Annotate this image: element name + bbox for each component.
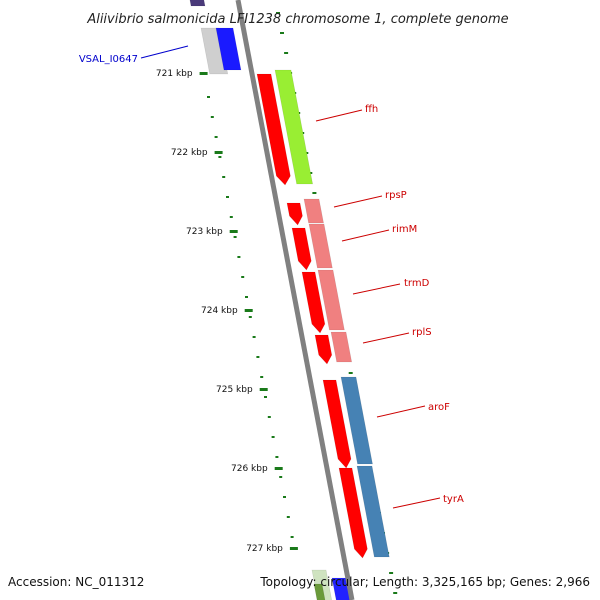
scale-tick (214, 151, 223, 154)
rimM-feature (308, 223, 333, 269)
inner-ring-dot (290, 536, 294, 538)
trmD-cds (301, 271, 326, 334)
inner-ring-dot (218, 156, 222, 158)
ffh-feature (274, 69, 314, 185)
gene-label-tyra[interactable]: tyrA (443, 494, 464, 505)
bottom-partial-cds-green (313, 583, 326, 600)
gene-label-leader (392, 497, 441, 509)
gene-label-leader (341, 229, 390, 242)
scale-tick-label: 726 kbp (231, 464, 268, 474)
scale-tick (259, 388, 268, 391)
map-title: Aliivibrio salmonicida LFI1238 chromosom… (86, 12, 508, 27)
inner-ring-dot (283, 496, 286, 498)
rplS-cds (314, 334, 333, 365)
gene-label-leader (315, 109, 363, 122)
scale-tick-label: 724 kbp (201, 306, 238, 316)
tyrA-cds (338, 467, 368, 559)
scale-tick (229, 230, 238, 233)
gene-label-leader (362, 332, 410, 344)
gene-label-trmd[interactable]: trmD (404, 278, 430, 289)
gene-label-rimm[interactable]: rimM (392, 224, 417, 235)
inner-ring-dot (252, 336, 256, 338)
rpsP-feature (303, 198, 324, 224)
inner-ring-dot (241, 276, 245, 278)
top-partial-cds (189, 0, 206, 7)
inner-ring-dot (248, 316, 252, 318)
inner-ring-dot (264, 396, 267, 398)
gene-label-leader (333, 195, 383, 208)
scale-ticks: 721 kbp 722 kbp 723 kbp 724 kbp 725 kbp 726 k… (156, 69, 298, 554)
tyrA-feature (356, 465, 390, 558)
genome-summary-text: Topology: circular; Length: 3,325,165 bp… (259, 575, 590, 589)
inner-ring-dot (207, 96, 210, 98)
sequence-backbone (235, 0, 355, 600)
inner-ring-dot (245, 296, 248, 298)
scale-tick (274, 467, 283, 470)
scale-tick (199, 72, 208, 75)
inner-ring-dot (286, 516, 290, 518)
inner-ring-dot (271, 436, 275, 438)
inner-ring-dot (279, 476, 283, 478)
bottom-partial-cds-blue (331, 577, 351, 600)
accession-text: Accession: NC_011312 (8, 575, 144, 589)
inner-ring-dot (260, 376, 264, 378)
gene-label-leader (352, 283, 401, 295)
inner-ring-dot (229, 216, 233, 218)
ring-dot (348, 372, 353, 374)
ring-dot (393, 592, 398, 594)
trmD-feature (317, 269, 345, 331)
inner-ring-dot (226, 196, 229, 198)
ring-dot (276, 12, 280, 14)
feature-tracks (189, 0, 390, 600)
gene-label-leader (140, 45, 189, 59)
scale-tick (244, 309, 253, 312)
scale-tick-label: 721 kbp (156, 69, 193, 79)
inner-ring-dot (275, 456, 279, 458)
inner-ring-dot (267, 416, 271, 418)
ring-dot (312, 192, 317, 194)
inner-ring-dot (237, 256, 241, 258)
inner-ring-dot (256, 356, 260, 358)
gene-label-arof[interactable]: aroF (428, 402, 450, 413)
inner-ring-dot (214, 136, 218, 138)
inner-ring-dot (222, 176, 226, 178)
ring-dot (284, 52, 289, 54)
VSAL_I0647-cds (215, 27, 242, 71)
aroF-feature (340, 376, 373, 465)
inner-ring-dot (210, 116, 214, 118)
scale-tick (289, 547, 298, 550)
ring-dot (389, 572, 394, 574)
gene-label-rpsp[interactable]: rpsP (385, 190, 407, 201)
gene-label-vsal_i0647[interactable]: VSAL_I0647 (79, 54, 138, 65)
gene-label-leader (376, 405, 426, 418)
rpsP-cds (286, 202, 303, 226)
rimM-cds (291, 227, 312, 271)
scale-tick-label: 725 kbp (216, 385, 253, 395)
ring-dot (280, 32, 284, 34)
scale-tick-label: 722 kbp (171, 148, 208, 158)
inner-ring-dot (233, 236, 237, 238)
ffh-cds (256, 73, 291, 186)
scale-tick-label: 727 kbp (246, 544, 283, 554)
scale-tick-label: 723 kbp (186, 227, 223, 237)
rplS-feature (330, 331, 353, 363)
gene-label-rpls[interactable]: rplS (412, 327, 432, 338)
aroF-cds (322, 379, 352, 469)
gene-label-ffh[interactable]: ffh (365, 104, 378, 115)
